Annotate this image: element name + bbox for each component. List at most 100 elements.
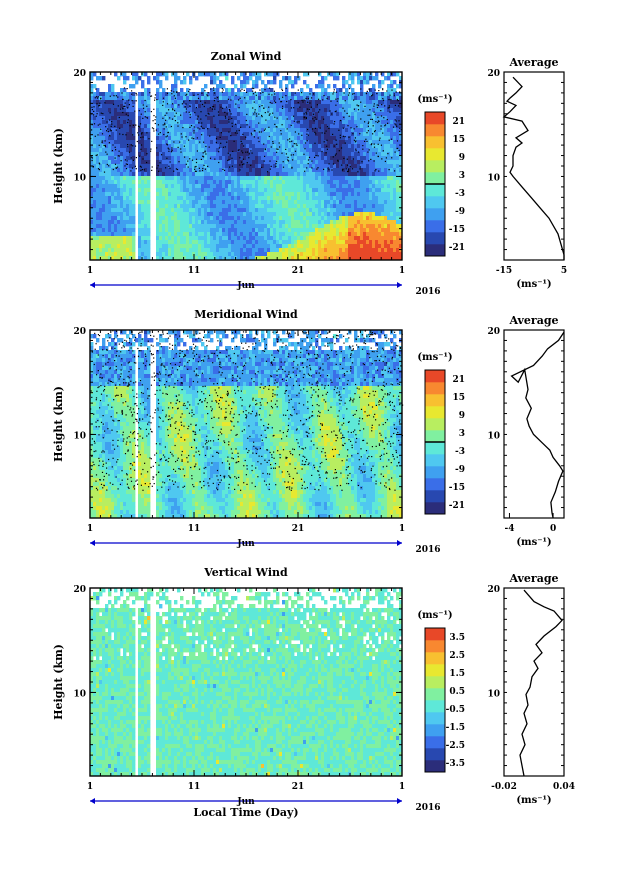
heatmap-cell [102,188,106,193]
heatmap-cell [183,108,187,113]
heatmap-cell [102,92,106,97]
heatmap-cell [93,256,97,261]
heatmap-cell [117,196,121,201]
heatmap-cell [111,256,115,261]
heatmap-cell [222,240,226,245]
contour-dot [387,107,389,109]
heatmap-cell [384,220,388,225]
heatmap-cell [210,224,214,229]
heatmap-cell [99,232,103,237]
heatmap-cell [156,240,160,245]
contour-dot [167,147,169,149]
heatmap-cell [267,192,271,197]
heatmap-cell [207,232,211,237]
contour-dot [130,157,132,159]
heatmap-cell [345,220,349,225]
heatmap-cell [360,220,364,225]
heatmap-cell [231,244,235,249]
heatmap-cell [366,244,370,249]
heatmap-cell [348,128,352,133]
contour-dot [313,93,315,95]
heatmap-cell [210,256,214,261]
heatmap-cell [336,160,340,165]
heatmap-cell [339,132,343,137]
heatmap-cell [363,212,367,217]
heatmap-cell [294,208,298,213]
heatmap-cell [141,192,145,197]
heatmap-cell [126,164,130,169]
heatmap-cell [384,92,388,97]
heatmap-cell [399,108,403,113]
heatmap-cell [327,196,331,201]
heatmap-cell [282,140,286,145]
heatmap-cell [99,252,103,257]
heatmap-cell [285,136,289,141]
heatmap-cell [156,228,160,233]
heatmap-cell [330,148,334,153]
heatmap-cell [189,136,193,141]
heatmap-cell [351,172,355,177]
heatmap-cell [144,120,148,125]
heatmap-cell [369,208,373,213]
heatmap-cell [186,188,190,193]
heatmap-cell [213,196,217,201]
heatmap-cell [294,164,298,169]
contour-dot [102,113,104,115]
heatmap-cell [174,148,178,153]
heatmap-cell [219,256,223,261]
heatmap-cell [180,140,184,145]
heatmap-cell [309,164,313,169]
heatmap-cell [201,200,205,205]
heatmap-cell [375,168,379,173]
heatmap-cell [177,208,181,213]
heatmap-cell [195,120,199,125]
heatmap-cell [399,192,403,197]
heatmap-cell [309,148,313,153]
heatmap-cell [333,212,337,217]
heatmap-cell [252,200,256,205]
heatmap-cell [327,224,331,229]
heatmap-cell [369,156,373,161]
contour-dot [101,141,103,144]
heatmap-cell [279,248,283,253]
heatmap-cell [123,156,127,161]
heatmap-cell [372,224,376,229]
heatmap-cell [156,224,160,229]
heatmap-cell [342,224,346,229]
contour-dot [294,131,296,133]
heatmap-cell [363,116,367,121]
contour-dot [154,94,157,96]
heatmap-cell [291,224,295,229]
heatmap-cell [195,244,199,249]
heatmap-cell [321,232,325,237]
heatmap-cell [372,244,376,249]
heatmap-cell [324,248,328,253]
heatmap-cell [285,76,289,81]
heatmap-cell [180,172,184,177]
heatmap-cell [375,76,379,81]
heatmap-cell [264,220,268,225]
heatmap-cell [336,256,340,261]
heatmap-cell [171,172,175,177]
contour-dot [268,114,270,116]
heatmap-cell [342,216,346,221]
contour-dot [222,168,224,170]
heatmap-cell [360,96,364,101]
heatmap-cell [270,200,274,205]
heatmap-cell [357,256,361,261]
heatmap-cell [99,128,103,133]
heatmap-cell [330,172,334,177]
heatmap-cell [138,196,142,201]
heatmap-cell [186,204,190,209]
heatmap-cell [165,240,169,245]
heatmap-cell [351,256,355,261]
heatmap-cell [309,108,313,113]
heatmap-cell [222,208,226,213]
heatmap-cell [267,72,271,77]
heatmap-cell [363,132,367,137]
heatmap-cell [189,256,193,261]
heatmap-cell [378,184,382,189]
heatmap-cell [171,228,175,233]
heatmap-cell [381,196,385,201]
heatmap-cell [183,244,187,249]
